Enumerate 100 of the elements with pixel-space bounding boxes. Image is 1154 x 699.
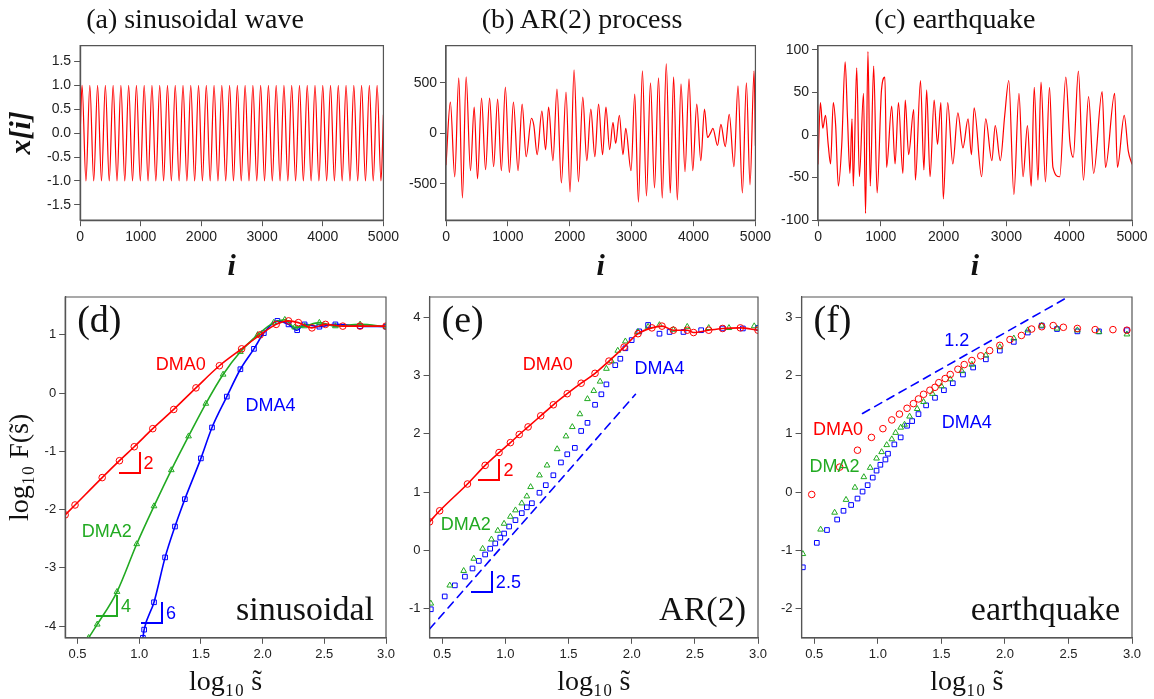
point: [558, 459, 564, 466]
point: [603, 381, 610, 388]
y-tick-label: 4: [413, 308, 421, 324]
point: [1006, 335, 1014, 344]
x-tick-label: 0.5: [805, 646, 824, 662]
point: [568, 423, 576, 430]
point: [446, 581, 454, 588]
point: [512, 506, 519, 513]
point: [572, 445, 578, 451]
y-tick-label: 1: [413, 483, 421, 499]
y-tick-label: -50: [788, 168, 810, 185]
point: [564, 451, 571, 458]
point: [524, 423, 532, 431]
point: [148, 424, 157, 433]
point: [648, 324, 656, 332]
chart-title: (f): [813, 297, 852, 341]
point: [740, 325, 746, 332]
point: [562, 432, 570, 439]
series-label: DMA2: [81, 521, 132, 542]
x-tick-label: 0.5: [68, 646, 87, 662]
point: [983, 356, 989, 363]
point: [592, 401, 598, 408]
x-tick-label: 4000: [307, 228, 339, 245]
point: [219, 370, 227, 377]
point: [946, 370, 955, 379]
point: [172, 523, 178, 530]
point: [518, 510, 525, 516]
series-label: DMA0: [522, 354, 573, 375]
point: [512, 517, 519, 523]
annotation: 2.5: [495, 572, 521, 593]
y-tick-label: 1.0: [51, 76, 72, 93]
point: [867, 433, 876, 442]
point: [897, 423, 905, 430]
y-tick-label: 0.5: [51, 100, 72, 117]
y-tick-label: 500: [413, 73, 438, 90]
point: [873, 467, 880, 474]
point: [1059, 323, 1068, 332]
y-tick-label: 1: [785, 425, 793, 441]
point: [842, 495, 850, 502]
point: [470, 554, 478, 561]
y-tick-label: 50: [793, 83, 810, 100]
x-tick-label: 4000: [1053, 228, 1085, 245]
series-label: DMA0: [812, 418, 863, 439]
line-series: [818, 50, 1132, 214]
point: [941, 374, 949, 383]
x-axis-title: log₁₀ s̃: [557, 664, 631, 696]
point: [284, 317, 293, 325]
y-tick-label: 0.0: [51, 124, 72, 140]
series-label: DMA2: [809, 456, 860, 477]
point: [888, 435, 896, 442]
x-tick-label: 2.0: [622, 646, 641, 662]
point: [931, 383, 939, 392]
annotation: 1.2: [944, 330, 970, 351]
point: [864, 482, 871, 488]
y-axis-title: log₁₀ F(s̃): [3, 413, 35, 522]
point: [261, 330, 267, 336]
point: [182, 496, 188, 502]
x-tick-label: 5000: [367, 228, 400, 245]
line-series: [446, 63, 756, 203]
point: [919, 390, 928, 399]
point: [1091, 325, 1099, 334]
point: [954, 365, 962, 374]
x-tick-label: 2.0: [995, 646, 1014, 662]
point: [736, 324, 745, 332]
x-tick-label: 0: [442, 228, 451, 245]
point: [524, 504, 530, 511]
point: [162, 554, 168, 561]
point: [71, 501, 79, 509]
y-tick-label: 0: [429, 124, 438, 141]
point: [920, 398, 927, 405]
x-axis-title: i: [970, 247, 980, 281]
point: [704, 326, 713, 335]
point: [909, 418, 915, 424]
point: [141, 626, 147, 633]
point: [1049, 321, 1057, 330]
point: [877, 461, 884, 468]
point: [853, 446, 862, 455]
series-label: DMA4: [941, 412, 992, 433]
annotation: earthquake: [970, 589, 1120, 627]
point: [506, 523, 512, 530]
point: [497, 534, 504, 541]
point: [543, 461, 551, 468]
annotation: AR(2): [659, 589, 746, 628]
point: [488, 535, 495, 542]
point: [888, 416, 896, 424]
point: [897, 434, 904, 441]
point: [274, 318, 281, 324]
point: [223, 393, 230, 400]
y-tick-label: 0: [785, 483, 793, 499]
x-axis-title: log₁₀ s̃: [930, 664, 1004, 696]
x-tick-label: 1000: [865, 228, 897, 245]
point: [529, 500, 535, 507]
x-tick-label: 1000: [125, 228, 157, 245]
point: [801, 550, 807, 557]
y-tick-label: 3: [413, 367, 421, 383]
point: [982, 351, 990, 358]
point: [860, 473, 868, 480]
point: [584, 420, 591, 426]
x-tick-label: 2000: [185, 228, 218, 245]
point: [515, 430, 524, 439]
